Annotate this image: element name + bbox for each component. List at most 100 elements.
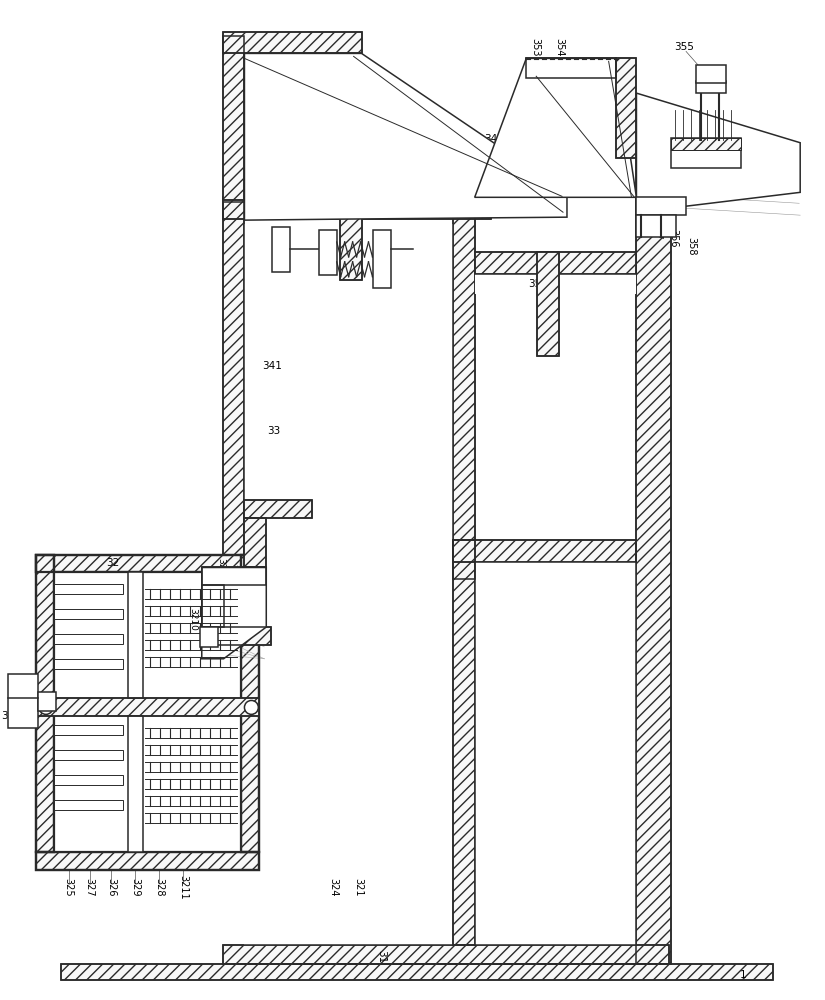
Bar — [54, 800, 124, 810]
Bar — [244, 500, 312, 518]
Text: 327: 327 — [85, 878, 95, 896]
Bar — [129, 716, 144, 852]
Bar — [474, 562, 636, 945]
Bar — [244, 500, 312, 518]
Bar — [615, 58, 636, 158]
Bar — [453, 540, 636, 562]
Polygon shape — [636, 93, 800, 212]
Text: 354: 354 — [554, 38, 564, 57]
Bar — [223, 32, 361, 53]
Bar — [474, 274, 636, 294]
Bar — [374, 230, 391, 288]
Text: 322: 322 — [262, 505, 282, 515]
Circle shape — [244, 700, 258, 714]
Text: 344: 344 — [370, 168, 380, 187]
Bar — [200, 627, 218, 647]
Bar — [36, 698, 259, 716]
Bar — [272, 227, 290, 272]
Bar — [223, 197, 491, 219]
Text: 353: 353 — [530, 38, 540, 57]
Bar — [223, 36, 244, 200]
Text: 32: 32 — [106, 558, 119, 568]
Bar — [672, 138, 741, 168]
Text: 329: 329 — [130, 878, 140, 896]
Bar — [36, 555, 54, 852]
Bar — [54, 659, 124, 669]
Text: 323: 323 — [2, 711, 21, 721]
Text: 326: 326 — [106, 878, 116, 896]
Bar — [615, 58, 636, 158]
Bar — [474, 252, 636, 274]
Text: 325: 325 — [64, 878, 73, 896]
Bar — [54, 750, 124, 760]
Bar — [36, 555, 54, 852]
Bar — [223, 36, 244, 200]
Text: 1: 1 — [740, 970, 747, 980]
Text: 356: 356 — [668, 229, 678, 247]
Bar — [36, 852, 259, 870]
Bar — [453, 540, 474, 945]
Bar — [474, 252, 636, 274]
Bar — [54, 634, 124, 644]
Bar — [54, 609, 124, 619]
Text: 343: 343 — [391, 168, 401, 187]
Text: 321: 321 — [354, 878, 364, 896]
Bar — [537, 252, 559, 356]
Bar — [202, 627, 271, 645]
Text: 3211: 3211 — [178, 875, 188, 899]
Bar — [36, 698, 259, 716]
Bar — [202, 567, 266, 585]
Text: 3212: 3212 — [233, 564, 242, 587]
Circle shape — [39, 700, 53, 714]
Bar — [340, 197, 361, 280]
Text: 351: 351 — [528, 279, 548, 289]
Bar — [244, 518, 266, 567]
Bar — [36, 555, 259, 572]
Bar — [202, 627, 271, 645]
Text: 328: 328 — [154, 878, 164, 896]
Bar — [636, 143, 672, 964]
Text: 355: 355 — [674, 42, 694, 52]
Text: 324: 324 — [328, 878, 339, 896]
Bar — [61, 964, 773, 980]
Bar — [453, 540, 636, 562]
Bar — [526, 58, 615, 78]
Bar — [54, 584, 124, 594]
Text: 31: 31 — [376, 950, 386, 963]
Bar — [129, 572, 144, 698]
Bar — [54, 716, 242, 852]
Bar — [526, 58, 615, 78]
Bar — [244, 518, 266, 567]
Bar — [202, 585, 224, 627]
Bar — [636, 197, 686, 215]
Polygon shape — [202, 567, 266, 659]
Text: 33: 33 — [267, 426, 280, 436]
Bar — [636, 143, 672, 964]
Bar — [8, 674, 38, 728]
Text: 358: 358 — [686, 237, 696, 255]
Bar — [453, 540, 474, 945]
Bar — [242, 555, 259, 852]
Bar — [636, 215, 676, 237]
Text: 341: 341 — [262, 361, 282, 371]
Bar — [340, 197, 361, 280]
Bar — [223, 202, 244, 768]
Bar — [672, 138, 741, 150]
Bar — [223, 197, 491, 219]
Text: 346: 346 — [272, 168, 282, 187]
Bar — [537, 252, 559, 356]
Bar — [319, 230, 337, 275]
Bar — [202, 585, 224, 627]
Text: 3213: 3213 — [216, 558, 225, 581]
Polygon shape — [244, 53, 567, 220]
Bar — [696, 65, 726, 83]
Bar — [453, 192, 474, 579]
Bar — [38, 692, 56, 711]
Bar — [223, 202, 244, 768]
Bar — [202, 567, 266, 585]
Bar — [453, 192, 474, 579]
Bar — [61, 964, 773, 980]
Bar — [223, 945, 669, 964]
Bar — [223, 945, 669, 964]
Text: 345: 345 — [351, 168, 361, 187]
